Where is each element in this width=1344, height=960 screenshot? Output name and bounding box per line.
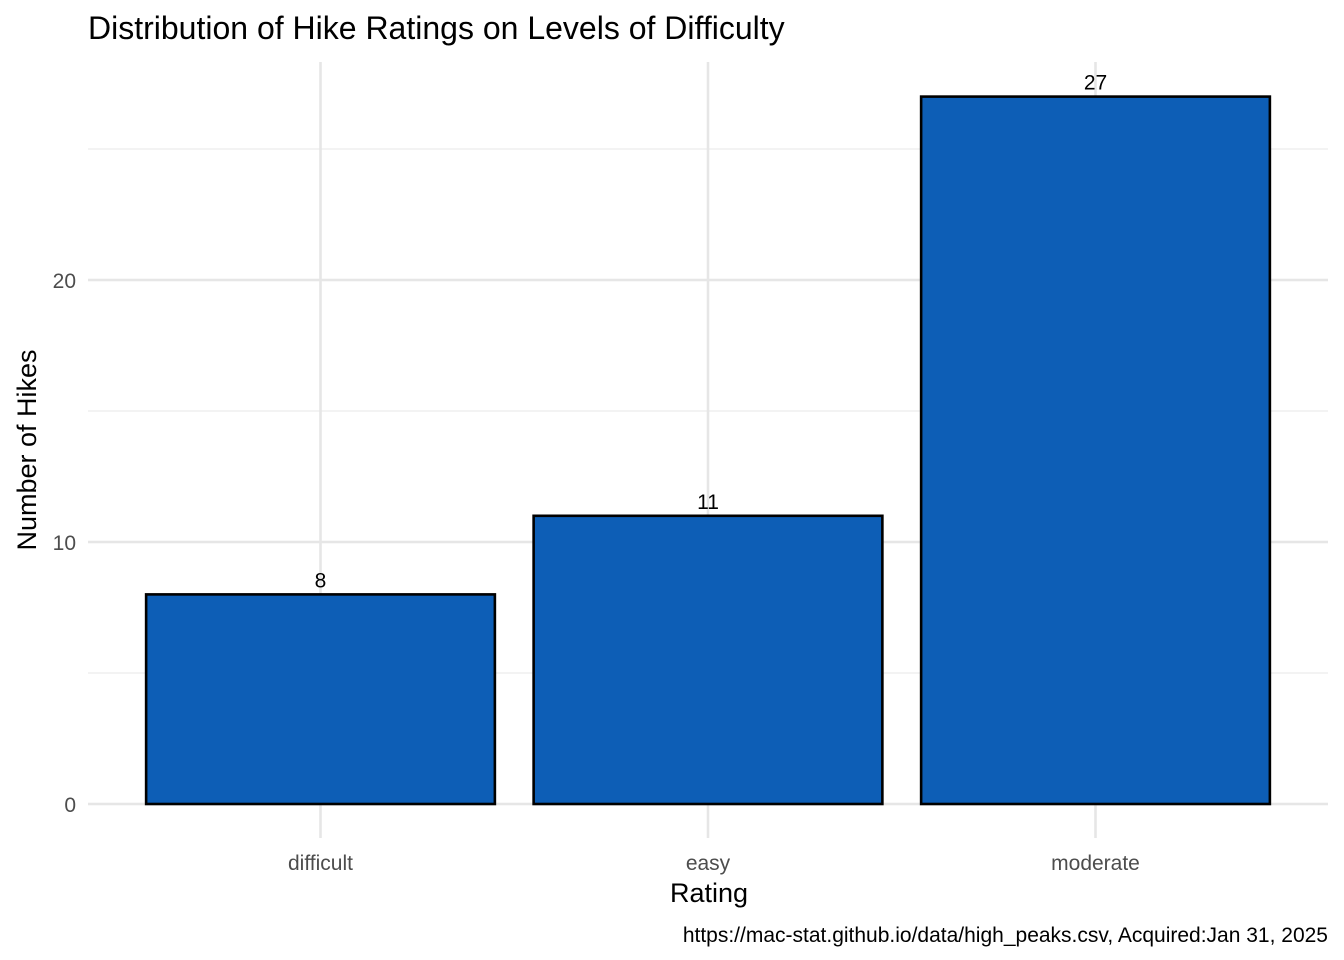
bar-easy — [532, 514, 884, 806]
data-label-difficult: 8 — [315, 569, 327, 592]
x-axis-title: Rating — [670, 878, 748, 908]
chart-title: Distribution of Hike Ratings on Levels o… — [88, 10, 785, 46]
bar-difficult — [144, 593, 497, 806]
data-labels: 8 11 27 — [315, 72, 1108, 593]
x-tick-label: easy — [686, 852, 731, 875]
bars — [144, 95, 1272, 806]
data-label-easy: 11 — [697, 491, 719, 514]
y-tick-label: 0 — [64, 794, 76, 817]
bar-moderate — [919, 95, 1272, 806]
y-axis-title: Number of Hikes — [12, 349, 42, 550]
x-tick-label: difficult — [288, 852, 353, 875]
data-label-moderate: 27 — [1084, 72, 1107, 95]
x-tick-label: moderate — [1051, 852, 1140, 875]
chart-caption: https://mac-stat.github.io/data/high_pea… — [683, 924, 1328, 947]
x-axis-ticks: difficult easy moderate — [288, 852, 1140, 875]
y-axis-ticks: 0 10 20 — [53, 270, 76, 817]
y-tick-label: 20 — [53, 270, 76, 293]
y-tick-label: 10 — [53, 532, 76, 555]
